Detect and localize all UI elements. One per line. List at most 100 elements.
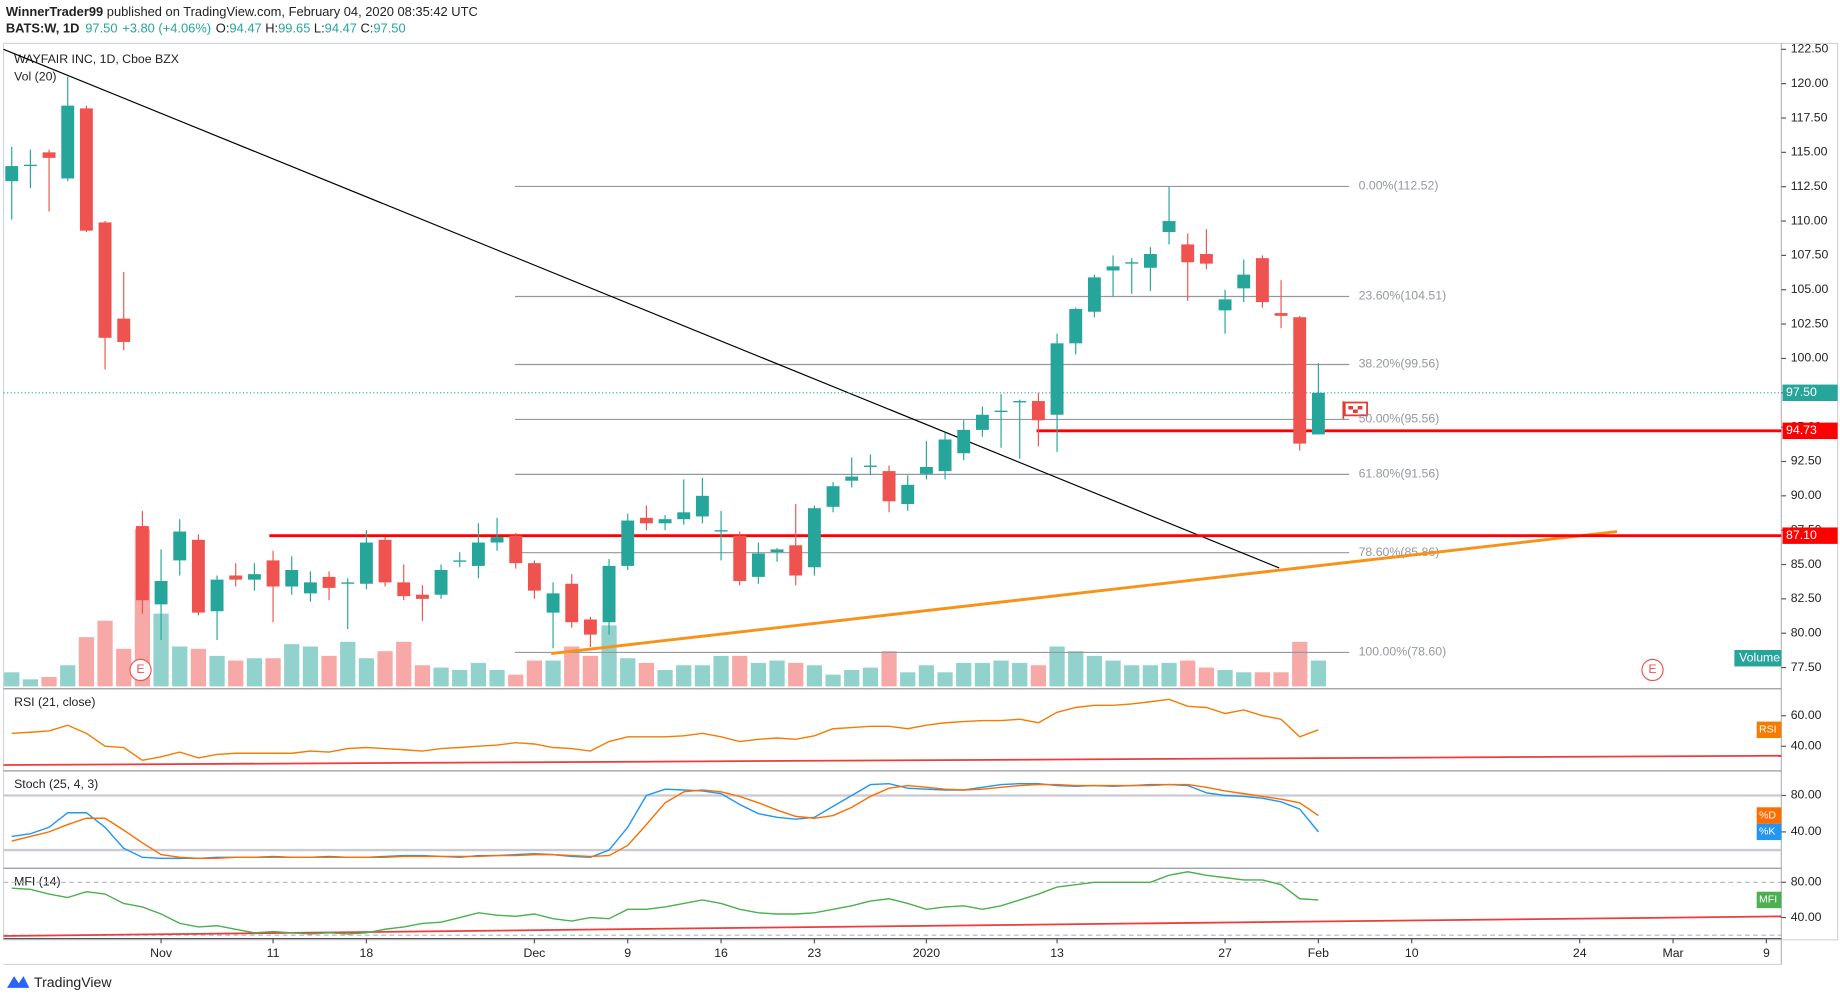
x-tick-label: 10 (1405, 946, 1419, 960)
volume-bar (396, 641, 412, 687)
candle-body (229, 575, 243, 580)
candle-body (23, 164, 37, 167)
y-tick-label: 82.50 (1791, 591, 1822, 605)
volume-bar (676, 665, 692, 687)
y-tick-label: 80.00 (1791, 625, 1822, 639)
volume-bar (246, 658, 263, 687)
candle-body (1274, 313, 1288, 316)
flag-icon (1342, 401, 1368, 419)
volume-bar (1124, 665, 1140, 687)
volume-bar (564, 646, 580, 687)
volume-bar (638, 662, 655, 687)
volume-badge-label: Volume (1739, 650, 1780, 664)
volume-bar (732, 655, 748, 687)
x-tick-label: Nov (150, 946, 173, 960)
candle-body (471, 542, 485, 566)
x-tick-label: 16 (714, 946, 728, 960)
fib-label: 61.80%(91.56) (1359, 467, 1440, 481)
volume-bar (358, 658, 375, 687)
candle-body (1237, 274, 1251, 289)
volume-bar (284, 644, 300, 687)
trend-line (551, 530, 1618, 656)
axis-badge-label: 97.50 (1786, 385, 1817, 399)
candle-body (5, 166, 19, 182)
series-badge (1756, 891, 1782, 909)
volume-bar (321, 655, 337, 687)
candle-body (863, 465, 877, 467)
candle-body (565, 583, 579, 623)
indicator-line (11, 698, 1319, 762)
y-tick-label: 40.00 (1791, 910, 1822, 924)
fib-label: 23.60%(104.51) (1359, 289, 1447, 303)
volume-bar (620, 658, 636, 687)
x-tick-label: 27 (1218, 946, 1232, 960)
volume-bar (153, 613, 169, 687)
volume-bar (900, 672, 916, 687)
volume-bar (545, 660, 561, 687)
volume-bar (489, 669, 505, 687)
y-tick-label: 85.00 (1791, 557, 1822, 571)
volume-bar (4, 672, 20, 687)
candle-body (1125, 262, 1139, 264)
volume-bar (1012, 662, 1028, 687)
volume-bar (508, 674, 524, 687)
volume-bar (769, 660, 785, 687)
volume-bar (22, 679, 39, 687)
volume-bar (116, 648, 132, 687)
quote-value: 99.65 (278, 21, 310, 36)
axis-badge-label: 87.10 (1786, 528, 1817, 542)
series-badge-label: MFI (1759, 894, 1777, 906)
candle-body (341, 582, 355, 584)
y-tick-label: 92.50 (1791, 454, 1822, 468)
candle-body (135, 526, 149, 601)
candle-body (826, 486, 840, 507)
volume-bar (1273, 672, 1289, 687)
pane-title: RSI (21, close) (14, 695, 95, 709)
series-badge (1756, 823, 1782, 841)
volume-bar (1161, 662, 1177, 687)
candle-body (285, 570, 299, 587)
indicator-line (11, 783, 1319, 859)
candle-body (919, 466, 933, 474)
volume-bar (265, 658, 281, 687)
x-tick-label: 13 (1050, 946, 1064, 960)
candle-body (1311, 392, 1325, 435)
volume-bar (993, 660, 1009, 687)
candle-body (173, 531, 187, 561)
candle-body (639, 517, 653, 524)
y-tick-label: 40.00 (1791, 739, 1822, 753)
brand: TradingView (34, 974, 112, 990)
candle-body (509, 535, 523, 564)
earnings-label: E (1648, 662, 1656, 676)
last: 97.50 (85, 21, 117, 36)
quote-value: 97.50 (373, 21, 405, 36)
volume-bar (60, 665, 76, 687)
candle-body (1143, 254, 1157, 268)
trend-line (3, 754, 1782, 766)
candle-body (901, 484, 915, 505)
candle-body (1181, 244, 1195, 263)
fib-label: 100.00%(78.60) (1359, 645, 1447, 659)
volume-bar (41, 676, 57, 687)
candle-body (117, 318, 131, 342)
y-tick-label: 77.50 (1791, 660, 1822, 674)
candle-body (938, 439, 952, 472)
candle-body (1069, 308, 1083, 344)
candle-body (1087, 277, 1101, 312)
candle-body (322, 576, 336, 588)
volume-bar (340, 641, 356, 687)
volume-bar (713, 655, 729, 687)
candle-body (98, 222, 112, 338)
x-tick-label: Mar (1662, 946, 1683, 960)
volume-bar (1180, 660, 1196, 687)
y-tick-label: 107.50 (1791, 248, 1829, 262)
y-tick-label: 117.50 (1791, 110, 1828, 124)
candle-body (733, 535, 747, 582)
volume-bar (1292, 641, 1308, 687)
candle-body (807, 508, 821, 568)
candle-body (770, 549, 784, 553)
x-tick-label: 2020 (913, 946, 941, 960)
